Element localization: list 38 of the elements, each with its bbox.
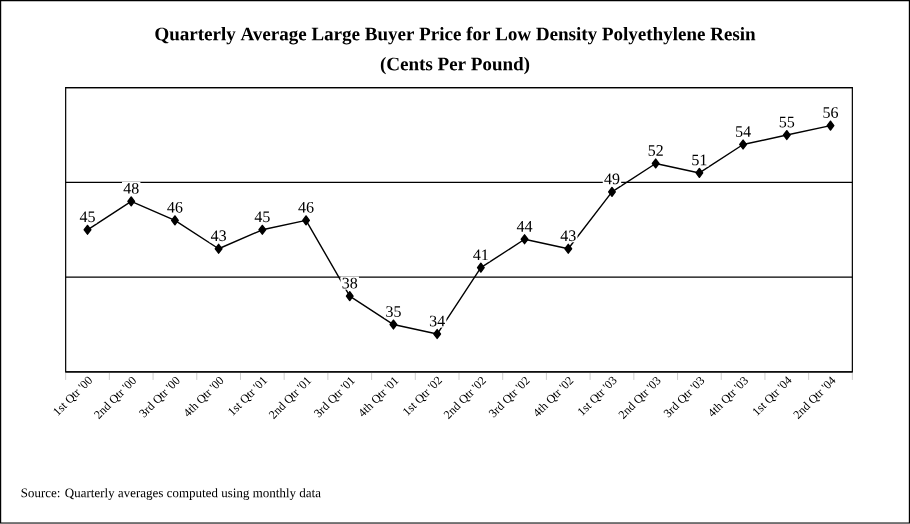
data-label: 51 <box>692 154 707 166</box>
point <box>739 139 748 150</box>
point <box>826 120 835 131</box>
data-label: 34 <box>429 315 445 327</box>
chart-subtitle: (Cents Per Pound) <box>380 57 530 75</box>
data-label: 43 <box>560 230 576 242</box>
data-label: 55 <box>779 116 795 128</box>
point <box>433 329 442 340</box>
point <box>476 262 485 273</box>
data-label: 52 <box>648 145 663 157</box>
data-label: 35 <box>386 306 401 318</box>
point <box>389 319 398 330</box>
data-label: 44 <box>516 221 533 232</box>
data-label: 45 <box>79 211 95 223</box>
point <box>127 196 136 207</box>
point <box>520 234 529 245</box>
point <box>170 215 179 226</box>
point <box>214 243 223 255</box>
data-label: 49 <box>604 173 620 185</box>
point <box>564 243 573 255</box>
point <box>258 224 267 236</box>
data-label: 48 <box>123 183 139 194</box>
point <box>607 186 616 198</box>
data-label: 46 <box>167 202 183 213</box>
point <box>695 168 704 179</box>
point <box>83 224 92 236</box>
data-label: 38 <box>342 277 358 289</box>
data-label: 43 <box>210 230 227 242</box>
data-label: 54 <box>736 126 751 138</box>
data-label: 41 <box>473 249 488 261</box>
point <box>302 215 311 226</box>
data-label: 56 <box>823 107 839 119</box>
point <box>345 291 354 302</box>
chart-title: Quarterly Average Large Buyer Price for Low Density Polyethylene Resin <box>155 26 756 45</box>
data-label: 46 <box>298 202 314 213</box>
point <box>651 158 660 169</box>
data-label: 45 <box>254 211 270 223</box>
point <box>782 130 791 141</box>
